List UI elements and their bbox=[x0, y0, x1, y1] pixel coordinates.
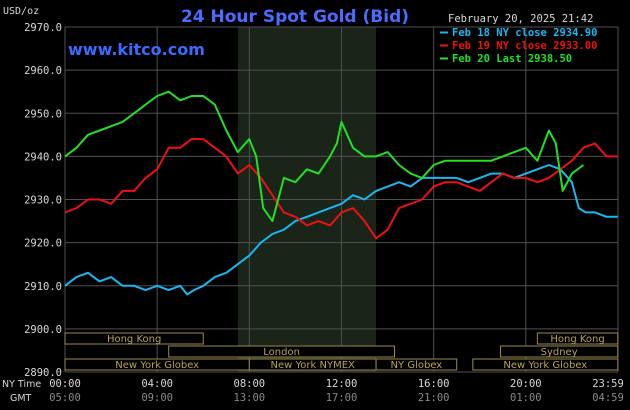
ny-time-tick: 08:00 bbox=[234, 378, 266, 390]
series-line-3 bbox=[64, 90, 584, 223]
session-label: Hong Kong bbox=[107, 334, 161, 345]
time-axis: NY Time GMT 00:00 04:00 08:00 12:00 16:00 20:00… bbox=[2, 378, 624, 404]
y-tick-label: 2960.0 bbox=[24, 65, 62, 77]
series-lines bbox=[64, 90, 618, 296]
y-tick-label: 2950.0 bbox=[24, 108, 62, 120]
chart-title: 24 Hour Spot Gold (Bid) bbox=[181, 7, 409, 27]
session-bar bbox=[536, 332, 619, 345]
legend-entry: Feb 18 NY close 2934.90 bbox=[452, 27, 597, 39]
session-label: New York Globex bbox=[115, 360, 199, 371]
session-label: New York NYMEX bbox=[271, 360, 356, 371]
session-label: London bbox=[263, 347, 300, 358]
session-bar bbox=[472, 358, 619, 371]
gmt-time-tick: 05:00 bbox=[49, 392, 81, 404]
date-time: February 20, 2025 21:42 bbox=[448, 13, 593, 25]
series-line-1 bbox=[64, 164, 618, 296]
session-bar bbox=[168, 345, 395, 358]
ny-time-tick: 00:00 bbox=[49, 378, 81, 390]
session-bar bbox=[64, 332, 204, 345]
gmt-time-tick: 04:59 bbox=[592, 392, 624, 404]
gmt-label: GMT bbox=[10, 393, 32, 404]
y-tick-label: 2890.0 bbox=[24, 367, 62, 379]
y-axis-tick-labels: 2970.0 2960.0 2950.0 2940.0 2930.0 2920.0 2910… bbox=[24, 22, 62, 379]
gmt-time-tick: 09:00 bbox=[141, 392, 173, 404]
grid-lines bbox=[64, 26, 619, 373]
gmt-time-tick: 13:00 bbox=[234, 392, 266, 404]
session-label: Sydney bbox=[541, 347, 578, 358]
site-link[interactable]: www.kitco.com bbox=[68, 40, 205, 59]
gmt-time-tick: 17:00 bbox=[326, 392, 358, 404]
ny-time-tick: 04:00 bbox=[141, 378, 173, 390]
gmt-time-tick: 21:00 bbox=[418, 392, 450, 404]
gmt-time-tick: 01:00 bbox=[510, 392, 542, 404]
session-label: New York Globex bbox=[503, 360, 587, 371]
ny-time-tick: 16:00 bbox=[418, 378, 450, 390]
unit-label: USD/oz bbox=[3, 6, 39, 17]
y-tick-label: 2920.0 bbox=[24, 238, 62, 250]
y-tick-label: 2930.0 bbox=[24, 195, 62, 207]
ny-time-tick: 20:00 bbox=[510, 378, 542, 390]
session-bar bbox=[499, 345, 619, 358]
session-label: NY Globex bbox=[391, 360, 443, 371]
market-sessions: Hong Kong Hong Kong London Sydney New York G… bbox=[64, 332, 619, 371]
y-tick-label: 2970.0 bbox=[24, 22, 62, 34]
y-tick-label: 2900.0 bbox=[24, 324, 62, 336]
series-line-2 bbox=[64, 138, 618, 240]
ny-time-tick: 23:59 bbox=[592, 378, 624, 390]
y-tick-label: 2940.0 bbox=[24, 151, 62, 163]
legend-entry: Feb 20 Last 2938.50 bbox=[452, 53, 572, 65]
ny-time-tick: 12:00 bbox=[326, 378, 358, 390]
y-tick-label: 2910.0 bbox=[24, 281, 62, 293]
session-label: Hong Kong bbox=[550, 334, 604, 345]
legend-entry: Feb 19 NY close 2933.00 bbox=[452, 40, 597, 52]
session-bar bbox=[375, 358, 458, 371]
ny-time-label: NY Time bbox=[2, 379, 41, 390]
